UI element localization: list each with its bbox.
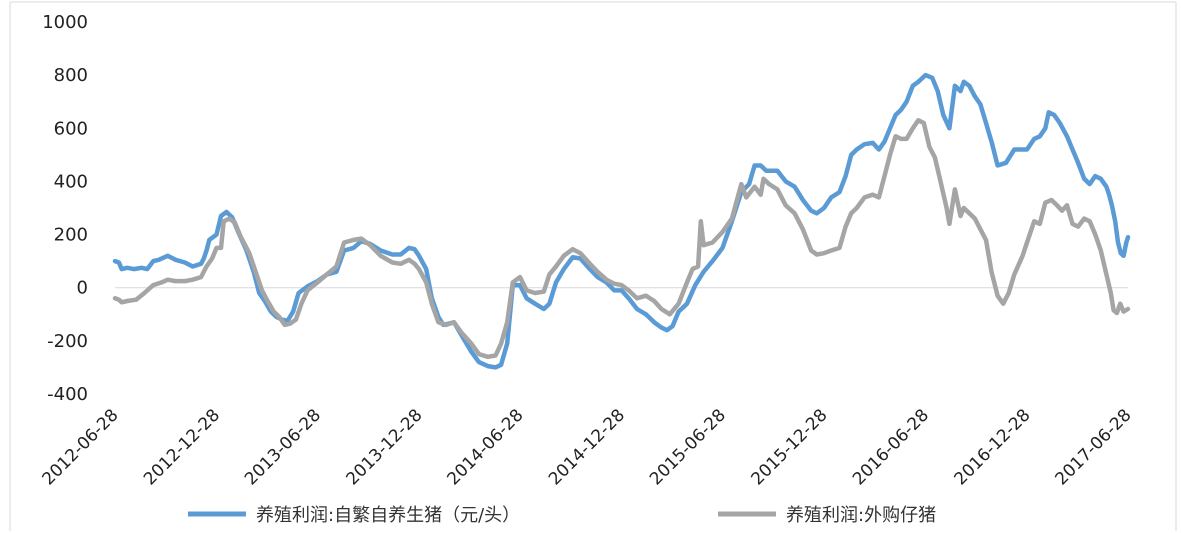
series-layer — [112, 72, 1131, 370]
legend: 养殖利润:自繁自养生猪（元/头） 养殖利润:外购仔猪 — [188, 504, 936, 526]
legend-label-2: 养殖利润:外购仔猪 — [786, 504, 936, 526]
y-tick-label: 400 — [54, 171, 88, 192]
y-tick-label: 600 — [54, 118, 88, 139]
y-axis: 1000 800 600 400 200 0 -200 -400 — [42, 12, 88, 405]
y-tick-label: -400 — [47, 384, 88, 405]
y-tick-label: 1000 — [42, 12, 88, 33]
y-tick-label: 0 — [77, 278, 88, 299]
series-line-1 — [112, 72, 1131, 370]
y-tick-label: 800 — [54, 65, 88, 86]
y-tick-label: 200 — [54, 225, 88, 246]
series-line-2 — [112, 118, 1131, 360]
y-tick-label: -200 — [47, 331, 88, 352]
legend-label-1: 养殖利润:自繁自养生猪（元/头） — [256, 504, 520, 526]
